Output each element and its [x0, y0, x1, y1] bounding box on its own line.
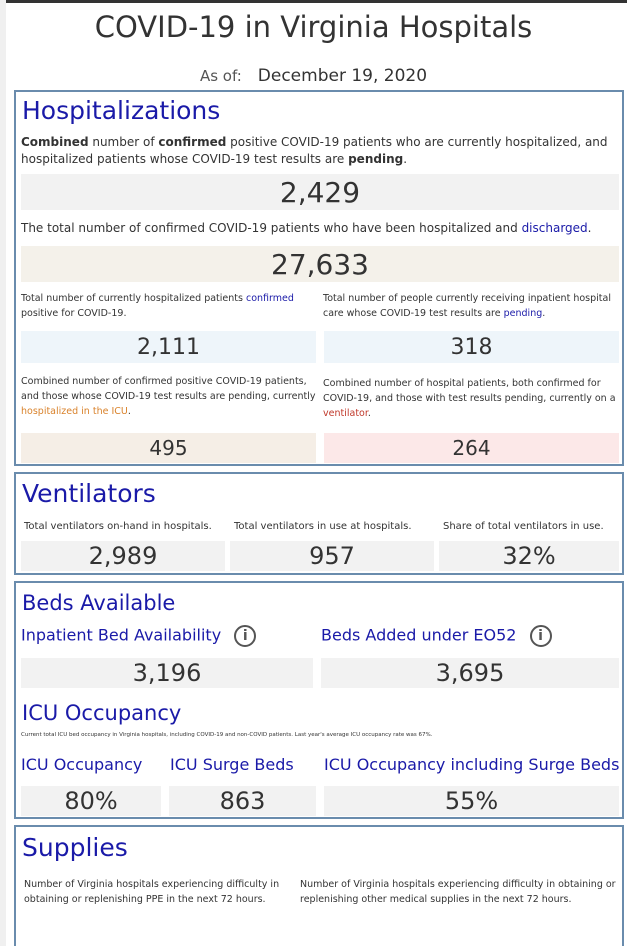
as-of-line: As of: December 19, 2020	[0, 66, 627, 86]
icu-incl-label: ICU Occupancy including Surge Beds	[324, 755, 620, 774]
as-of-date: December 19, 2020	[257, 66, 428, 86]
vent-desc-2: ventilator	[323, 408, 368, 419]
inpatient-header: Inpatient Bed Availability i	[21, 625, 257, 647]
inpatient-value: 3,196	[21, 658, 313, 688]
pending-desc-1: Total number of people currently receivi…	[323, 293, 611, 319]
vent-desc-3: .	[367, 408, 371, 419]
page-title: COVID-19 in Virginia Hospitals	[94, 10, 533, 44]
discharged-desc-3: .	[587, 221, 592, 235]
combined-desc-3: confirmed	[158, 135, 227, 149]
hospitalizations-title: Hospitalizations	[22, 96, 221, 125]
icu-value: 495	[21, 433, 316, 463]
ventilators-title: Ventilators	[22, 479, 156, 508]
icu-description: Combined number of confirmed positive CO…	[21, 374, 316, 419]
icu-surge-label: ICU Surge Beds	[170, 755, 294, 774]
combined-value: 2,429	[21, 174, 619, 210]
inpatient-label: Inpatient Bed Availability	[21, 625, 222, 645]
ventilators-panel: Ventilators Total ventilators on-hand in…	[14, 472, 624, 575]
beds-panel: Beds Available Inpatient Bed Availabilit…	[14, 581, 624, 819]
discharged-desc-2: discharged	[521, 221, 588, 235]
icu-note: Current total ICU bed occupancy in Virgi…	[21, 732, 433, 738]
top-border	[0, 0, 627, 3]
supplies-panel: Supplies Number of Virginia hospitals ex…	[14, 825, 624, 946]
icu-desc-2: hospitalized in the ICU	[21, 406, 128, 417]
combined-desc-5: pending	[348, 152, 404, 166]
discharged-description: The total number of confirmed COVID-19 p…	[21, 220, 616, 237]
ppe-description: Number of Virginia hospitals experiencin…	[24, 879, 280, 905]
icu-occupancy-title: ICU Occupancy	[22, 701, 182, 725]
confirmed-description: Total number of currently hospitalized p…	[21, 291, 311, 321]
share-label: Share of total ventilators in use.	[443, 521, 604, 532]
info-icon[interactable]: i	[234, 625, 257, 647]
confirmed-desc-2: confirmed	[245, 293, 294, 304]
inuse-value: 957	[230, 541, 434, 571]
confirmed-desc-3: positive for COVID-19.	[21, 308, 127, 319]
icu-occ-value: 80%	[21, 786, 161, 816]
combined-desc-4: positive COVID-19 patients who are curre…	[21, 135, 608, 166]
confirmed-desc-1: Total number of currently hospitalized p…	[21, 293, 246, 304]
supplies-title: Supplies	[22, 833, 128, 862]
as-of-label: As of:	[199, 67, 242, 85]
inuse-label: Total ventilators in use at hospitals.	[234, 521, 412, 532]
icu-desc-3: .	[127, 406, 131, 417]
onhand-value: 2,989	[21, 541, 225, 571]
combined-desc-6: .	[403, 152, 408, 166]
onhand-label: Total ventilators on-hand in hospitals.	[24, 521, 212, 532]
share-value: 32%	[439, 541, 619, 571]
hospitalizations-panel: Hospitalizations Combined number of conf…	[14, 90, 624, 466]
eo52-label: Beds Added under EO52	[321, 625, 517, 645]
icu-incl-value: 55%	[324, 786, 619, 816]
icu-surge-value: 863	[169, 786, 316, 816]
pending-value: 318	[324, 331, 619, 363]
left-gutter	[0, 0, 6, 946]
discharged-desc-1: The total number of confirmed COVID-19 p…	[21, 221, 522, 235]
combined-description: Combined number of confirmed positive CO…	[21, 134, 616, 168]
vent-desc-1: Combined number of hospital patients, bo…	[323, 378, 616, 404]
eo52-value: 3,695	[321, 658, 619, 688]
pending-desc-2: pending	[503, 308, 543, 319]
beds-title: Beds Available	[22, 591, 176, 615]
discharged-value: 27,633	[21, 246, 619, 282]
combined-desc-2: number of	[88, 135, 159, 149]
pending-description: Total number of people currently receivi…	[323, 291, 618, 321]
pending-desc-3: .	[542, 308, 546, 319]
confirmed-value: 2,111	[21, 331, 316, 363]
info-icon[interactable]: i	[529, 625, 552, 647]
ventilator-description: Combined number of hospital patients, bo…	[323, 376, 618, 421]
eo52-header: Beds Added under EO52 i	[321, 625, 552, 647]
other-supplies-description: Number of Virginia hospitals experiencin…	[300, 879, 616, 905]
icu-desc-1: Combined number of confirmed positive CO…	[21, 376, 316, 402]
combined-desc-1: Combined	[21, 135, 89, 149]
icu-occ-label: ICU Occupancy	[21, 755, 143, 774]
ventilator-value: 264	[324, 433, 619, 463]
